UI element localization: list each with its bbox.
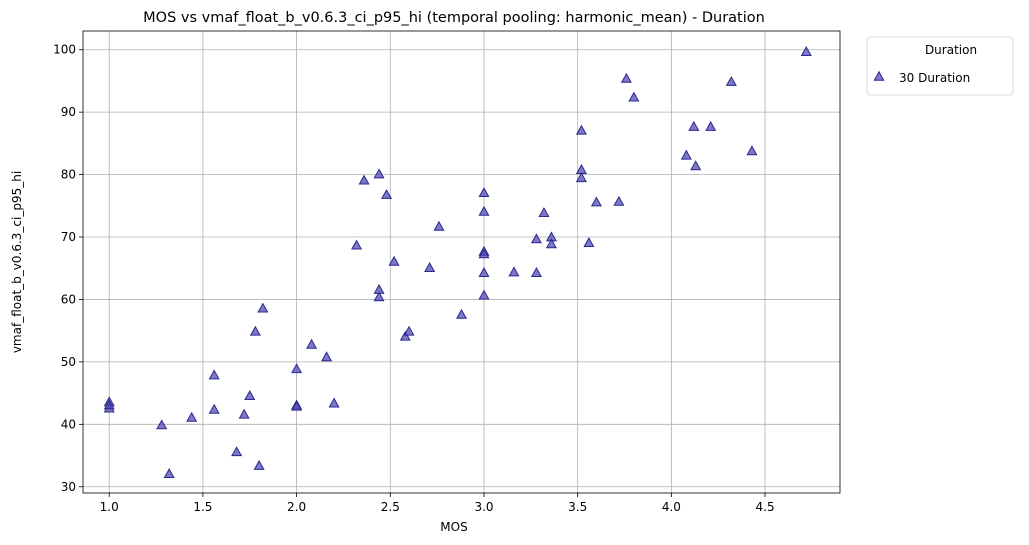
data-point — [613, 195, 625, 206]
data-point — [249, 325, 261, 336]
data-point — [238, 408, 250, 419]
data-point — [433, 220, 445, 231]
data-point — [351, 239, 363, 250]
y-tick-label: 30 — [61, 480, 76, 494]
plot-frame — [82, 30, 841, 494]
x-tick-label: 4.5 — [756, 500, 775, 514]
data-points — [103, 45, 812, 478]
data-point — [690, 160, 702, 171]
data-point — [680, 149, 692, 160]
data-point — [575, 124, 587, 135]
data-point — [688, 120, 700, 131]
data-point — [455, 308, 468, 319]
data-point — [291, 363, 303, 374]
data-point — [373, 291, 385, 302]
data-point — [628, 91, 640, 102]
y-tick-label: 60 — [61, 292, 76, 306]
x-tick-label: 2.0 — [287, 500, 306, 514]
y-tick-label: 70 — [61, 230, 76, 244]
data-point — [186, 411, 198, 422]
x-tick-label: 4.0 — [662, 500, 681, 514]
x-axis-label: MOS — [440, 520, 467, 534]
data-point — [358, 174, 370, 185]
data-point — [620, 72, 632, 83]
x-tick-label: 3.5 — [568, 500, 587, 514]
data-point — [208, 369, 220, 380]
x-tick-label: 3.0 — [474, 500, 493, 514]
data-point — [545, 238, 557, 249]
data-point — [538, 207, 550, 218]
y-axis-ticks: 30 40 50 60 70 80 90 100 — [53, 43, 83, 494]
legend-entry-label: 30 Duration — [899, 71, 970, 85]
data-point — [163, 468, 175, 478]
data-point — [388, 255, 400, 266]
data-point — [705, 120, 717, 131]
data-point — [244, 390, 256, 400]
data-point — [590, 196, 602, 207]
data-point — [424, 262, 436, 272]
y-tick-label: 90 — [61, 105, 76, 119]
data-point — [530, 233, 542, 244]
data-point — [478, 267, 490, 277]
legend-box — [866, 36, 1014, 96]
data-point — [257, 302, 269, 313]
data-point — [746, 145, 758, 156]
x-axis-ticks: 1.0 1.5 2.0 2.5 3.0 3.5 4.0 4.5 — [100, 493, 775, 514]
data-point — [328, 397, 340, 408]
data-point — [508, 266, 520, 277]
data-point — [253, 459, 265, 470]
y-tick-label: 50 — [61, 355, 76, 369]
data-point — [321, 351, 333, 362]
x-tick-label: 2.5 — [381, 500, 400, 514]
legend-marker — [873, 70, 885, 81]
chart-title: MOS vs vmaf_float_b_v0.6.3_ci_p95_hi (te… — [143, 10, 765, 26]
data-point — [478, 289, 490, 300]
data-point — [575, 172, 587, 183]
data-point — [478, 187, 490, 198]
data-point — [208, 403, 220, 414]
data-point — [231, 446, 243, 457]
y-axis-label: vmaf_float_b_v0.6.3_ci_p95_hi — [10, 171, 24, 353]
data-point — [530, 267, 542, 277]
data-point — [478, 248, 490, 259]
data-point — [583, 237, 595, 247]
data-point — [478, 205, 490, 216]
y-tick-label: 80 — [61, 168, 76, 182]
data-point — [800, 45, 812, 56]
y-tick-label: 40 — [61, 417, 76, 431]
legend-title: Duration — [925, 43, 977, 57]
x-tick-label: 1.5 — [193, 500, 212, 514]
data-point — [725, 75, 737, 86]
data-point — [306, 338, 318, 349]
grid — [83, 31, 840, 493]
data-point — [403, 325, 415, 336]
data-point — [373, 168, 385, 179]
data-point — [103, 399, 115, 410]
legend: Duration 30 Duration — [866, 36, 1014, 96]
data-point — [156, 419, 168, 430]
data-point — [381, 188, 393, 199]
data-point — [399, 330, 411, 341]
data-point — [291, 400, 303, 411]
x-tick-label: 1.0 — [100, 500, 119, 514]
y-tick-label: 100 — [53, 43, 76, 57]
